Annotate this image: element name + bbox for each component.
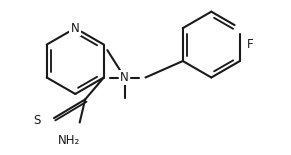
Text: NH₂: NH₂ <box>58 134 80 146</box>
Text: N: N <box>71 22 80 35</box>
Text: S: S <box>33 114 40 127</box>
Text: F: F <box>246 38 253 51</box>
Text: N: N <box>120 71 129 84</box>
